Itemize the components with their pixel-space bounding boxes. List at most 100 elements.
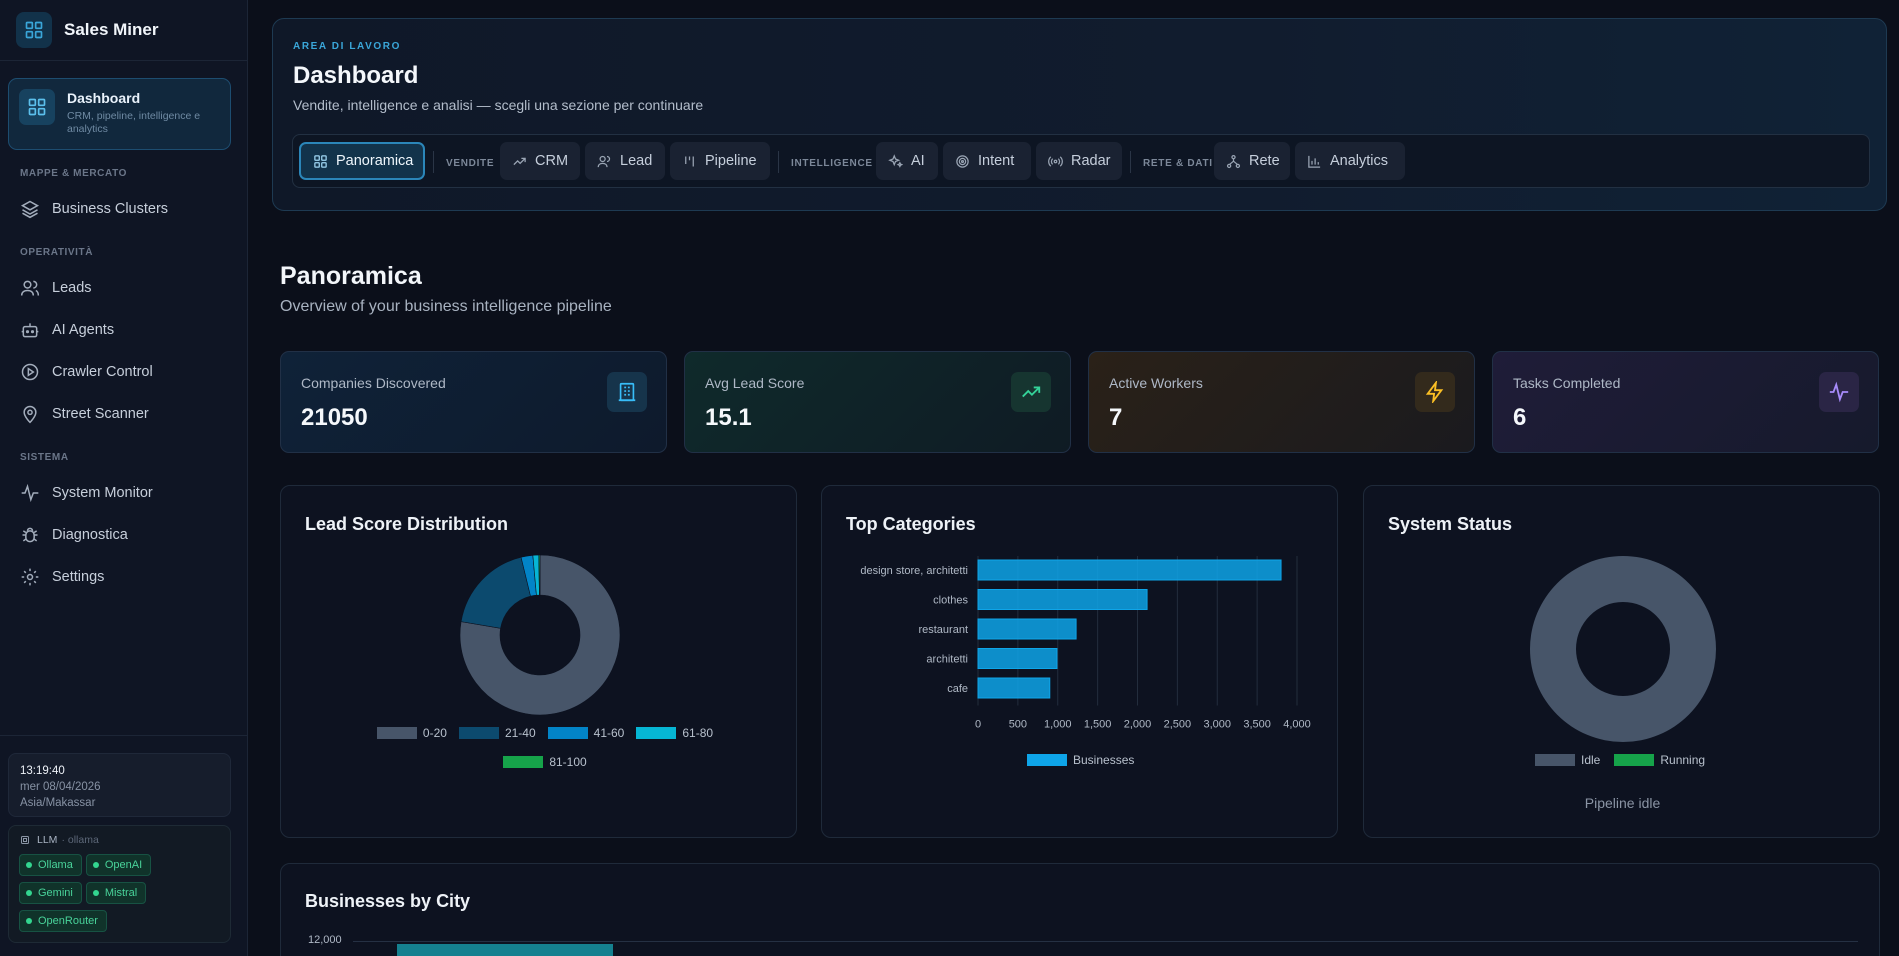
legend-item[interactable]: Running bbox=[1614, 753, 1705, 767]
tab-divider bbox=[433, 151, 434, 173]
llm-tag[interactable]: Ollama bbox=[19, 854, 82, 876]
stat-value: 21050 bbox=[301, 404, 368, 431]
llm-tag[interactable]: OpenAI bbox=[85, 854, 152, 876]
system-status-panel: System Status Idle Running Pipeline idle bbox=[1363, 485, 1880, 838]
tab-rete[interactable]: Rete bbox=[1214, 142, 1290, 180]
llm-tag[interactable]: OpenRouter bbox=[19, 910, 107, 932]
llm-tag[interactable]: Gemini bbox=[19, 882, 82, 904]
sidebar-item-ai-agents[interactable]: AI Agents bbox=[20, 318, 114, 342]
x-tick-label: 3,500 bbox=[1243, 719, 1271, 731]
grid-icon bbox=[19, 89, 55, 125]
status-dot-icon bbox=[26, 862, 32, 868]
x-tick-label: 4,000 bbox=[1283, 719, 1311, 731]
layers-icon bbox=[20, 200, 40, 219]
sidebar-item-crawler-control[interactable]: Crawler Control bbox=[20, 360, 153, 384]
city-bar bbox=[397, 944, 613, 956]
status-dot-icon bbox=[92, 862, 99, 868]
lead-score-donut bbox=[459, 554, 621, 716]
tab-label: AI bbox=[911, 153, 925, 169]
clock-widget: 13:19:40 mer 08/04/2026 Asia/Makassar bbox=[8, 753, 231, 817]
target-icon bbox=[956, 154, 969, 168]
legend-swatch bbox=[547, 727, 588, 739]
stat-value: 7 bbox=[1109, 404, 1123, 431]
sidebar-item-diagnostica[interactable]: Diagnostica bbox=[20, 523, 128, 547]
tab-label: Intent bbox=[978, 153, 1015, 169]
tab-radar[interactable]: Radar bbox=[1036, 142, 1122, 180]
stat-label: Avg Lead Score bbox=[705, 375, 805, 391]
tab-group-network: RETE & DATI bbox=[1143, 158, 1213, 169]
category-bar[interactable] bbox=[977, 589, 1148, 610]
section-subtitle: Overview of your business intelligence p… bbox=[280, 298, 612, 315]
tab-group-intelligence: INTELLIGENCE bbox=[791, 158, 873, 169]
llm-tag[interactable]: Mistral bbox=[85, 882, 147, 904]
sidebar-item-label: AI Agents bbox=[52, 322, 115, 338]
chart-legend: Idle Running bbox=[1535, 753, 1705, 767]
sidebar-divider bbox=[0, 735, 247, 736]
sidebar-item-dashboard[interactable]: Dashboard CRM, pipeline, intelligence e … bbox=[8, 78, 231, 150]
legend-swatch bbox=[1614, 754, 1655, 766]
tab-pipeline[interactable]: Pipeline bbox=[670, 142, 770, 180]
legend-label: 0-20 bbox=[422, 726, 447, 740]
llm-label: LLM bbox=[37, 834, 58, 846]
network-icon bbox=[1226, 154, 1241, 168]
sidebar-item-business-clusters[interactable]: Business Clusters bbox=[20, 197, 168, 221]
section-label-system: SISTEMA bbox=[20, 452, 69, 463]
sidebar-item-street-scanner[interactable]: Street Scanner bbox=[20, 402, 149, 426]
legend-swatch bbox=[1027, 754, 1067, 766]
legend-label: 81-100 bbox=[549, 755, 587, 769]
llm-tag-label: Mistral bbox=[104, 887, 138, 899]
tab-label: Rete bbox=[1249, 153, 1280, 169]
sidebar-item-leads[interactable]: Leads bbox=[20, 276, 92, 300]
legend-item[interactable]: 61-80 bbox=[636, 726, 713, 740]
users-icon bbox=[597, 155, 611, 167]
y-tick-label: clothes bbox=[933, 595, 968, 607]
grid-icon bbox=[314, 154, 327, 168]
tab-analytics[interactable]: Analytics bbox=[1295, 142, 1405, 180]
tab-label: Analytics bbox=[1330, 153, 1389, 169]
slice-0-20[interactable] bbox=[459, 554, 621, 716]
stat-card-workers: Active Workers 7 bbox=[1088, 351, 1475, 453]
legend-label: Idle bbox=[1581, 753, 1601, 767]
slice-21-40[interactable] bbox=[460, 556, 531, 629]
trending-up-icon bbox=[513, 157, 526, 165]
tab-label: Radar bbox=[1071, 153, 1111, 169]
map-pin-icon bbox=[23, 405, 37, 424]
y-tick-label: cafe bbox=[947, 683, 968, 695]
category-bar[interactable] bbox=[977, 618, 1077, 640]
sidebar-item-label: Settings bbox=[52, 569, 105, 585]
tab-panoramica[interactable]: Panoramica bbox=[299, 142, 425, 180]
legend-item[interactable]: Idle bbox=[1535, 753, 1600, 767]
sparkles-icon bbox=[888, 153, 903, 168]
slice-81-100[interactable] bbox=[538, 554, 541, 596]
y-tick-label: 12,000 bbox=[308, 934, 342, 946]
legend-item[interactable]: 41-60 bbox=[547, 726, 624, 740]
legend-item[interactable]: 81-100 bbox=[503, 755, 587, 769]
tab-label: Lead bbox=[620, 153, 653, 169]
tab-lead[interactable]: Lead bbox=[585, 142, 665, 180]
legend-item[interactable]: 0-20 bbox=[376, 726, 447, 740]
chart-legend[interactable]: Businesses bbox=[1027, 753, 1134, 767]
tab-intent[interactable]: Intent bbox=[943, 142, 1031, 180]
llm-tag-label: Ollama bbox=[38, 859, 73, 871]
tab-ai[interactable]: AI bbox=[876, 142, 938, 180]
category-bar[interactable] bbox=[977, 648, 1058, 669]
sidebar-item-label: Business Clusters bbox=[52, 201, 169, 217]
slice-idle[interactable] bbox=[1530, 556, 1716, 742]
tab-label: CRM bbox=[535, 153, 569, 169]
category-bar[interactable] bbox=[977, 559, 1282, 581]
users-icon bbox=[20, 280, 40, 296]
sidebar-item-settings[interactable]: Settings bbox=[20, 565, 104, 589]
legend-label: 21-40 bbox=[504, 726, 536, 740]
lead-score-panel: Lead Score Distribution 0-20 21-40 41-60… bbox=[280, 485, 797, 838]
brand[interactable]: Sales Miner bbox=[0, 0, 247, 61]
section-label-market: MAPPE & MERCATO bbox=[20, 168, 127, 179]
sidebar-item-system-monitor[interactable]: System Monitor bbox=[20, 481, 153, 505]
llm-status-panel: LLM · ollama Ollama OpenAI Gemini Mistra… bbox=[8, 825, 231, 943]
legend-item[interactable]: 21-40 bbox=[458, 726, 536, 740]
tab-crm[interactable]: CRM bbox=[500, 142, 580, 180]
zap-icon bbox=[1415, 372, 1455, 412]
category-bar[interactable] bbox=[977, 677, 1051, 699]
pipeline-icon bbox=[685, 156, 694, 166]
panel-title: Businesses by City bbox=[305, 891, 471, 911]
chart-legend: 0-20 21-40 41-60 61-80 81-100 bbox=[365, 726, 725, 769]
